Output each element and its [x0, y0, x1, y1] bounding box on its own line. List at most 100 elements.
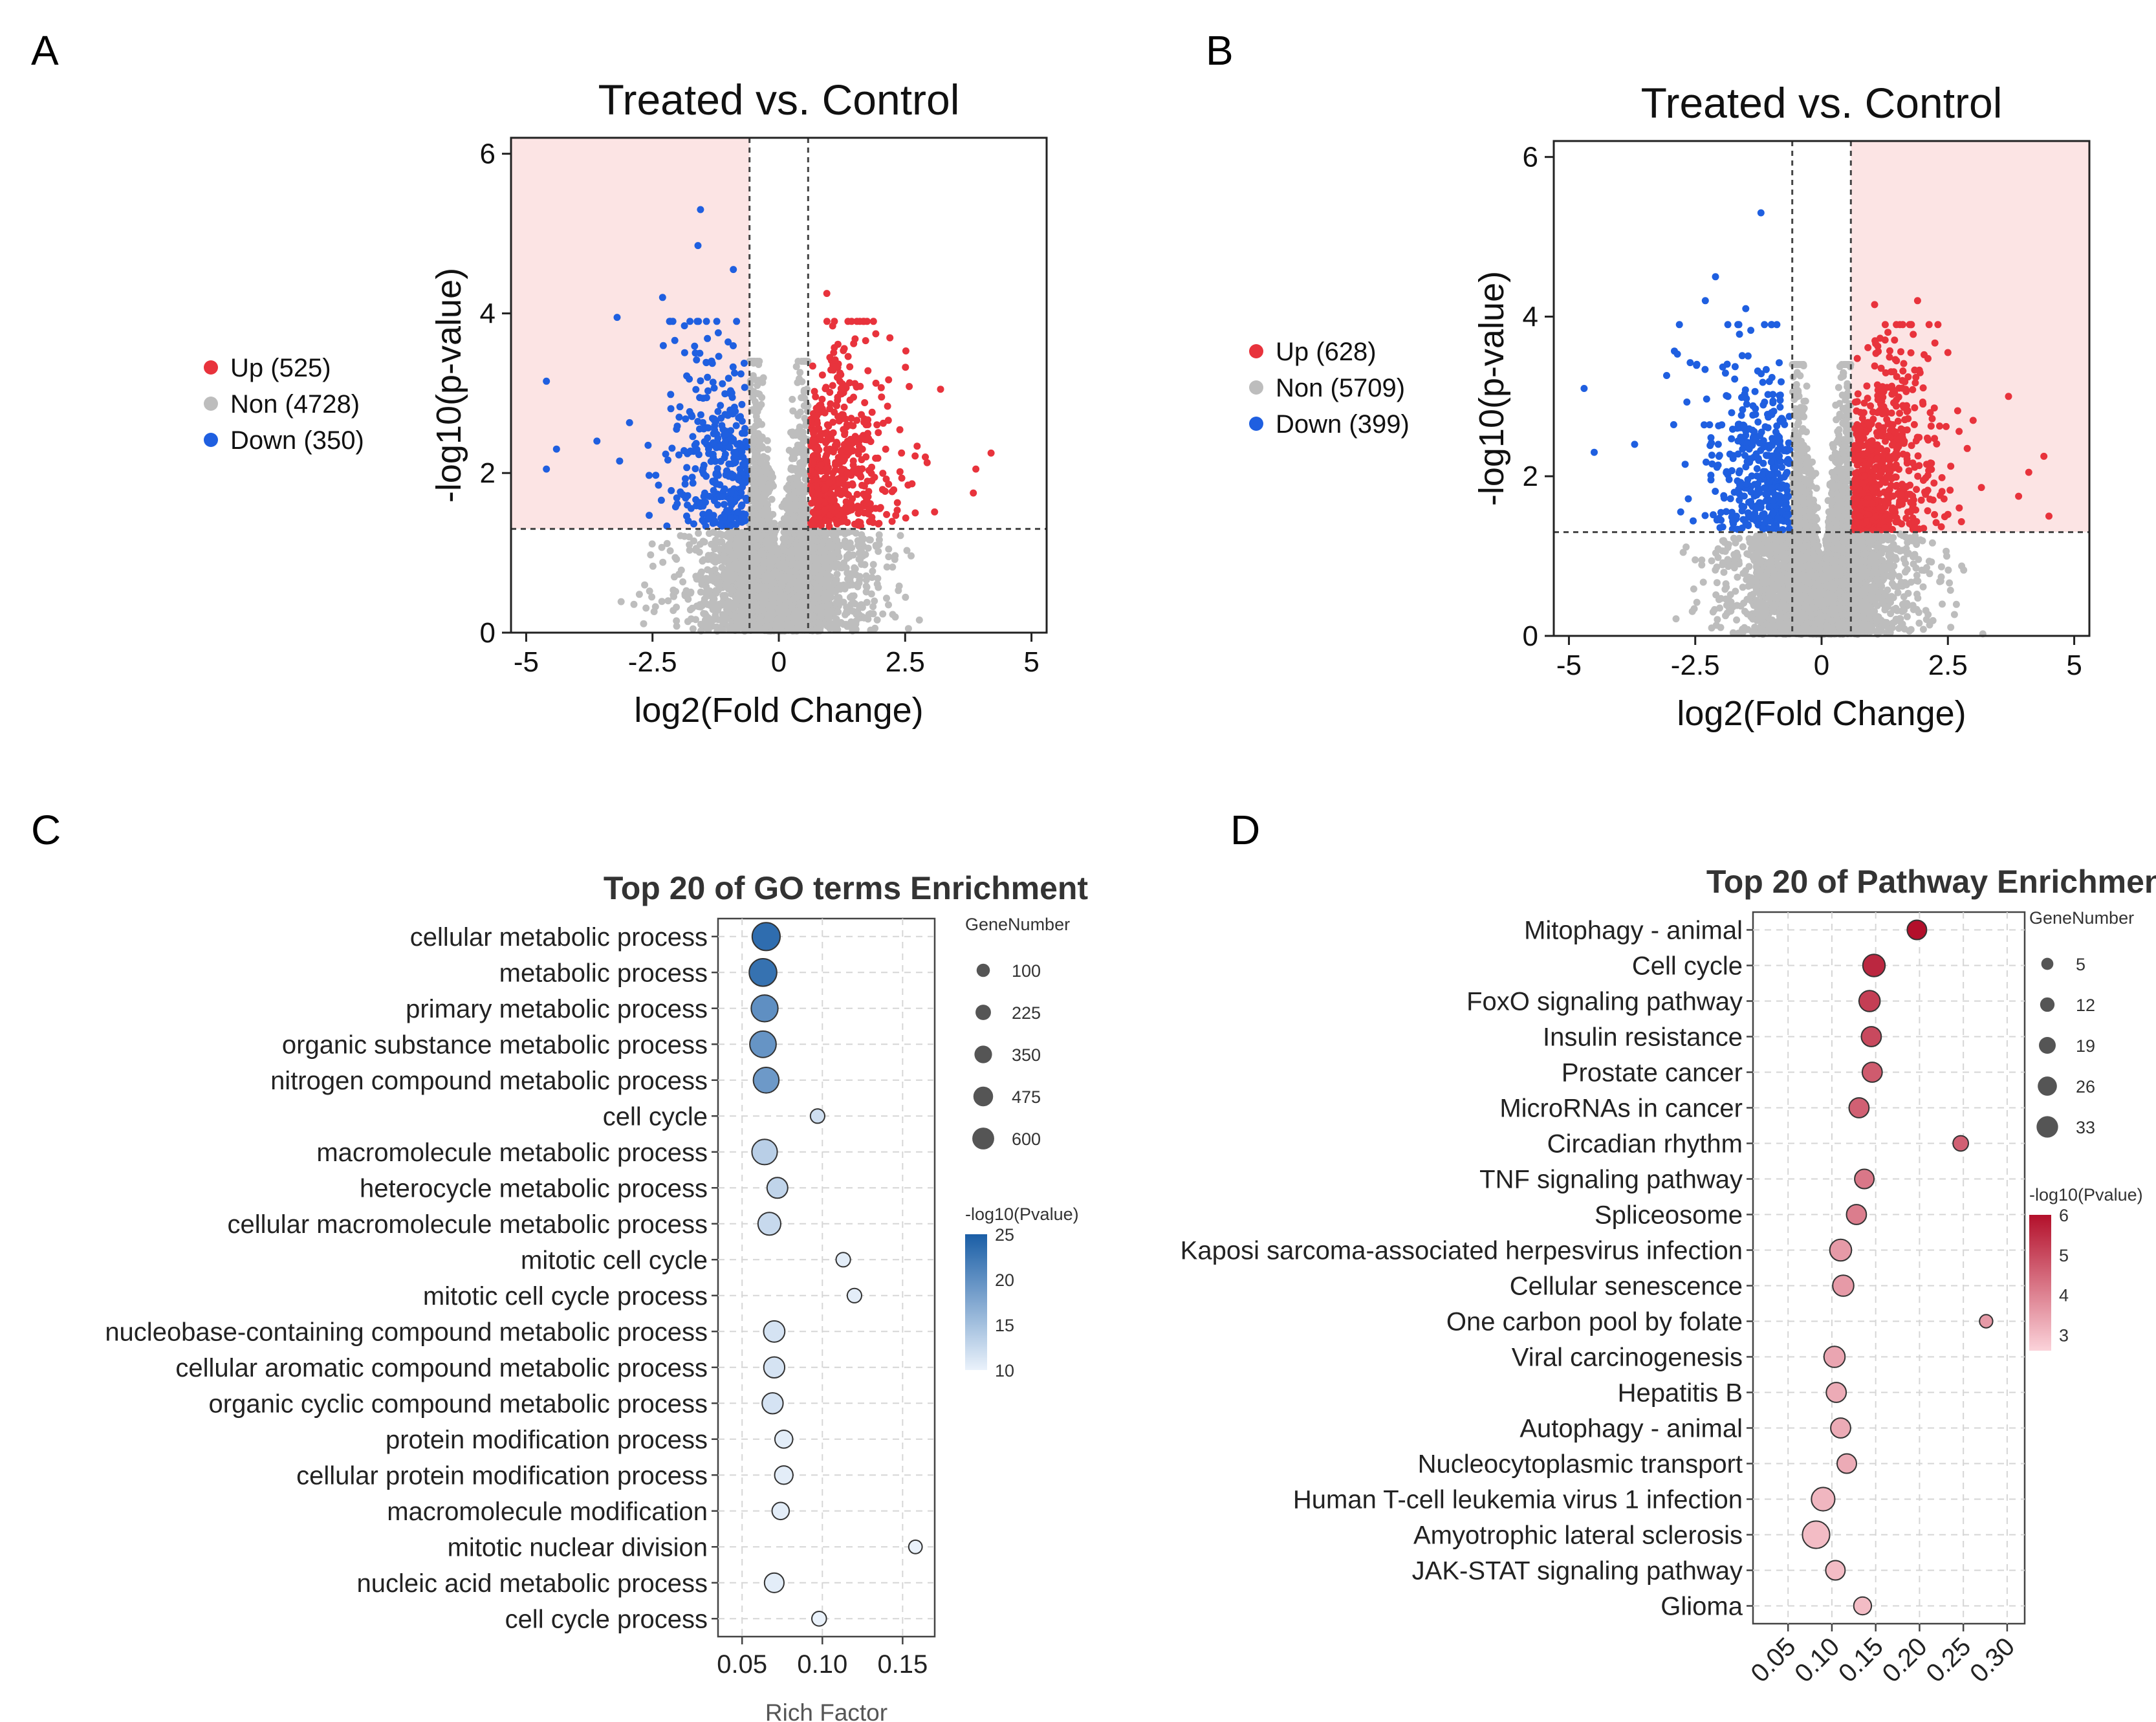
point-non — [693, 602, 701, 610]
point-non — [866, 536, 874, 544]
point-non — [763, 468, 770, 476]
point-non — [695, 529, 702, 537]
point-non — [800, 510, 807, 518]
point-non — [859, 535, 867, 543]
point-non — [776, 589, 784, 596]
point-up — [885, 376, 893, 384]
point-non — [875, 583, 882, 591]
point-up — [840, 403, 848, 411]
point-up — [869, 318, 877, 325]
point-non — [700, 610, 708, 617]
point-non — [895, 582, 903, 590]
point-up — [886, 334, 894, 342]
point-non — [809, 563, 816, 571]
point-up — [831, 356, 839, 364]
point-non — [915, 616, 923, 624]
point-non — [761, 475, 768, 483]
point-non — [908, 552, 915, 560]
point-up — [898, 474, 906, 482]
point-non — [847, 618, 855, 626]
point-non — [875, 531, 883, 539]
point-non — [791, 611, 799, 618]
point-non — [752, 481, 759, 488]
volcano-points — [543, 206, 995, 635]
point-non — [792, 496, 800, 503]
point-non — [763, 437, 771, 444]
point-non — [816, 619, 823, 627]
point-non — [772, 546, 779, 554]
point-non — [885, 601, 892, 609]
point-non — [635, 591, 643, 598]
point-non — [689, 625, 697, 633]
panel-letter-d: D — [1230, 807, 1260, 853]
point-up — [809, 362, 816, 370]
point-non — [856, 604, 864, 611]
point-non — [903, 547, 911, 554]
point-non — [851, 565, 859, 572]
point-non — [756, 536, 764, 543]
point-non — [822, 559, 830, 567]
point-non — [754, 390, 761, 397]
point-non — [754, 553, 762, 560]
point-non — [724, 529, 732, 537]
point-non — [819, 538, 826, 546]
point-up — [856, 442, 863, 450]
point-non — [847, 607, 855, 615]
point-non — [869, 561, 877, 569]
point-non — [897, 532, 904, 539]
point-non — [770, 554, 778, 562]
point-up — [882, 445, 889, 453]
panel-letter-c: C — [31, 807, 61, 853]
point-non — [778, 582, 786, 589]
point-non — [784, 619, 792, 627]
point-up — [865, 466, 873, 474]
point-non — [771, 571, 779, 578]
point-non — [715, 582, 723, 590]
point-non — [763, 486, 771, 494]
point-non — [781, 605, 789, 613]
point-non — [811, 543, 818, 551]
point-non — [820, 594, 827, 602]
point-non — [641, 581, 649, 589]
point-up — [888, 518, 896, 525]
point-up — [845, 379, 853, 387]
point-non — [726, 547, 734, 555]
point-non — [648, 540, 656, 548]
point-non — [737, 607, 745, 615]
point-non — [798, 394, 805, 402]
point-non — [755, 569, 763, 577]
point-up — [823, 318, 831, 325]
point-non — [720, 558, 728, 565]
point-non — [755, 503, 763, 510]
point-non — [823, 575, 831, 582]
point-non — [797, 486, 805, 494]
point-non — [647, 551, 655, 559]
point-non — [874, 574, 882, 582]
point-non — [883, 594, 890, 602]
point-non — [673, 555, 681, 563]
point-non — [834, 549, 842, 557]
point-non — [798, 378, 806, 386]
point-non — [827, 582, 835, 590]
point-up — [868, 408, 876, 416]
point-non — [763, 501, 770, 508]
point-non — [793, 593, 801, 600]
point-up — [896, 468, 904, 475]
point-non — [714, 605, 722, 613]
point-non — [707, 576, 715, 584]
point-non — [673, 622, 681, 630]
point-non — [836, 582, 844, 589]
point-non — [762, 586, 770, 594]
point-non — [849, 581, 856, 589]
point-non — [697, 588, 704, 596]
point-up — [831, 442, 839, 449]
point-non — [770, 482, 777, 490]
point-non — [724, 583, 732, 591]
point-non — [844, 575, 851, 583]
point-non — [793, 585, 801, 593]
point-non — [765, 524, 772, 532]
point-up — [931, 508, 939, 516]
point-non — [679, 578, 687, 585]
point-non — [794, 411, 802, 419]
